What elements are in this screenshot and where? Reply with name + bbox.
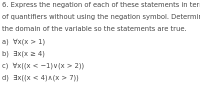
Text: c)  ∀x((x < −1)∨(x > 2)): c) ∀x((x < −1)∨(x > 2)) xyxy=(2,62,85,69)
Text: of quantifiers without using the negation symbol. Determine: of quantifiers without using the negatio… xyxy=(2,14,200,20)
Text: the domain of the variable so the statements are true.: the domain of the variable so the statem… xyxy=(2,26,187,32)
Text: b)  ∃x(x ≥ 4): b) ∃x(x ≥ 4) xyxy=(2,50,45,57)
Text: d)  ∃x((x < 4)∧(x > 7)): d) ∃x((x < 4)∧(x > 7)) xyxy=(2,75,79,81)
Text: 6. Express the negation of each of these statements in terms: 6. Express the negation of each of these… xyxy=(2,2,200,8)
Text: a)  ∀x(x > 1): a) ∀x(x > 1) xyxy=(2,38,46,45)
